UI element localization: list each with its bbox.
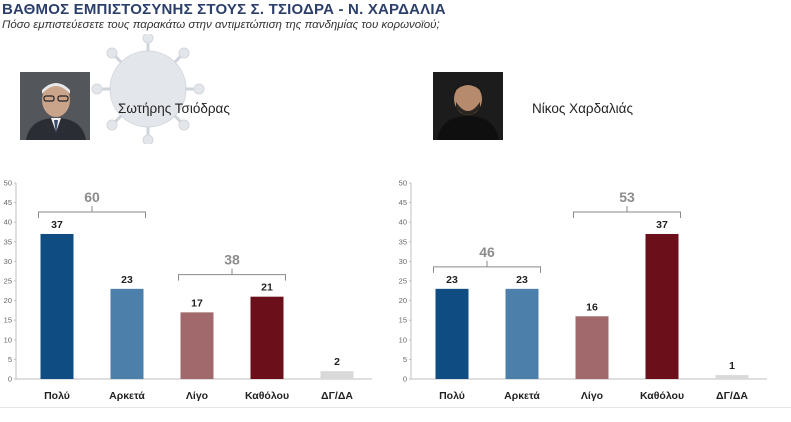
- data-label: 23: [516, 274, 528, 286]
- data-label: 17: [191, 297, 203, 309]
- data-label: 21: [261, 282, 273, 294]
- y-tick-label: 35: [4, 237, 12, 246]
- y-tick-label: 10: [4, 335, 12, 344]
- y-tick-label: 5: [8, 355, 12, 364]
- bar: [645, 233, 679, 379]
- y-tick-label: 20: [4, 296, 12, 305]
- y-tick-label: 40: [4, 218, 12, 227]
- x-tick-label: Λίγο: [186, 390, 208, 402]
- bar-chart-left: 0 5 10 15 20 25 30 35 40 45 50 37 Πολύ 23 Αρκετά 17 Λίγο…: [4, 179, 372, 402]
- person-name-left: Σωτήρης Τσιόδρας: [118, 101, 230, 116]
- divider: [0, 407, 791, 408]
- y-tick-label: 45: [399, 198, 407, 207]
- y-tick-label: 5: [403, 355, 407, 364]
- y-tick-label: 45: [4, 198, 12, 207]
- group-bracket: [38, 205, 146, 218]
- bar: [250, 296, 284, 379]
- bar: [40, 233, 74, 379]
- bar: [575, 316, 609, 379]
- bar: [320, 371, 354, 379]
- y-tick-label: 15: [399, 316, 407, 325]
- x-tick-label: Καθόλου: [640, 390, 684, 402]
- x-tick-label: Αρκετά: [109, 390, 145, 402]
- group-total-label: 38: [224, 252, 240, 268]
- y-tick-label: 25: [399, 277, 407, 286]
- data-label: 37: [51, 219, 63, 231]
- y-tick-label: 0: [403, 375, 407, 384]
- x-tick-label: Πολύ: [439, 390, 465, 402]
- group-total-label: 46: [479, 244, 495, 260]
- y-tick-label: 50: [399, 179, 407, 188]
- group-total-label: 60: [84, 189, 100, 205]
- bar: [715, 375, 749, 379]
- data-label: 23: [446, 274, 458, 286]
- x-tick-label: Αρκετά: [504, 390, 540, 402]
- x-tick-label: Καθόλου: [245, 390, 289, 402]
- page-title: ΒΑΘΜΟΣ ΕΜΠΙΣΤΟΣΥΝΗΣ ΣΤΟΥΣ Σ. ΤΣΙΟΔΡΑ - Ν…: [2, 1, 446, 18]
- y-tick-label: 25: [4, 277, 12, 286]
- x-tick-label: Λίγο: [581, 390, 603, 402]
- y-tick-label: 15: [4, 316, 12, 325]
- x-tick-label: Πολύ: [44, 390, 70, 402]
- bar: [180, 312, 214, 379]
- avatar-right: [433, 72, 503, 140]
- person-name-right: Νίκος Χαρδαλιάς: [532, 101, 633, 116]
- bar: [110, 288, 144, 379]
- bar: [505, 288, 539, 379]
- avatar-left: [20, 72, 90, 140]
- y-tick-label: 0: [8, 375, 12, 384]
- y-tick-label: 50: [4, 179, 12, 188]
- group-bracket: [433, 260, 541, 273]
- coronavirus-icon: [91, 34, 205, 144]
- data-label: 1: [729, 360, 735, 372]
- bar: [435, 288, 469, 379]
- x-tick-label: ΔΓ/ΔΑ: [321, 390, 353, 402]
- data-label: 37: [656, 219, 668, 231]
- group-bracket: [573, 205, 681, 218]
- bar-chart-right: 0 5 10 15 20 25 30 35 40 45 50 23 Πολύ 23 Αρκετά 16 Λίγο…: [399, 179, 767, 402]
- data-label: 16: [586, 301, 598, 313]
- y-tick-label: 35: [399, 237, 407, 246]
- page-subtitle: Πόσο εμπιστεύεσετε τους παρακάτω στην αν…: [2, 19, 440, 31]
- group-total-label: 53: [619, 189, 635, 205]
- data-label: 2: [334, 356, 340, 368]
- x-tick-label: ΔΓ/ΔΑ: [716, 390, 748, 402]
- y-tick-label: 30: [4, 257, 12, 266]
- y-tick-label: 10: [399, 335, 407, 344]
- y-tick-label: 30: [399, 257, 407, 266]
- data-label: 23: [121, 274, 133, 286]
- y-tick-label: 40: [399, 218, 407, 227]
- y-tick-label: 20: [399, 296, 407, 305]
- group-bracket: [178, 268, 286, 281]
